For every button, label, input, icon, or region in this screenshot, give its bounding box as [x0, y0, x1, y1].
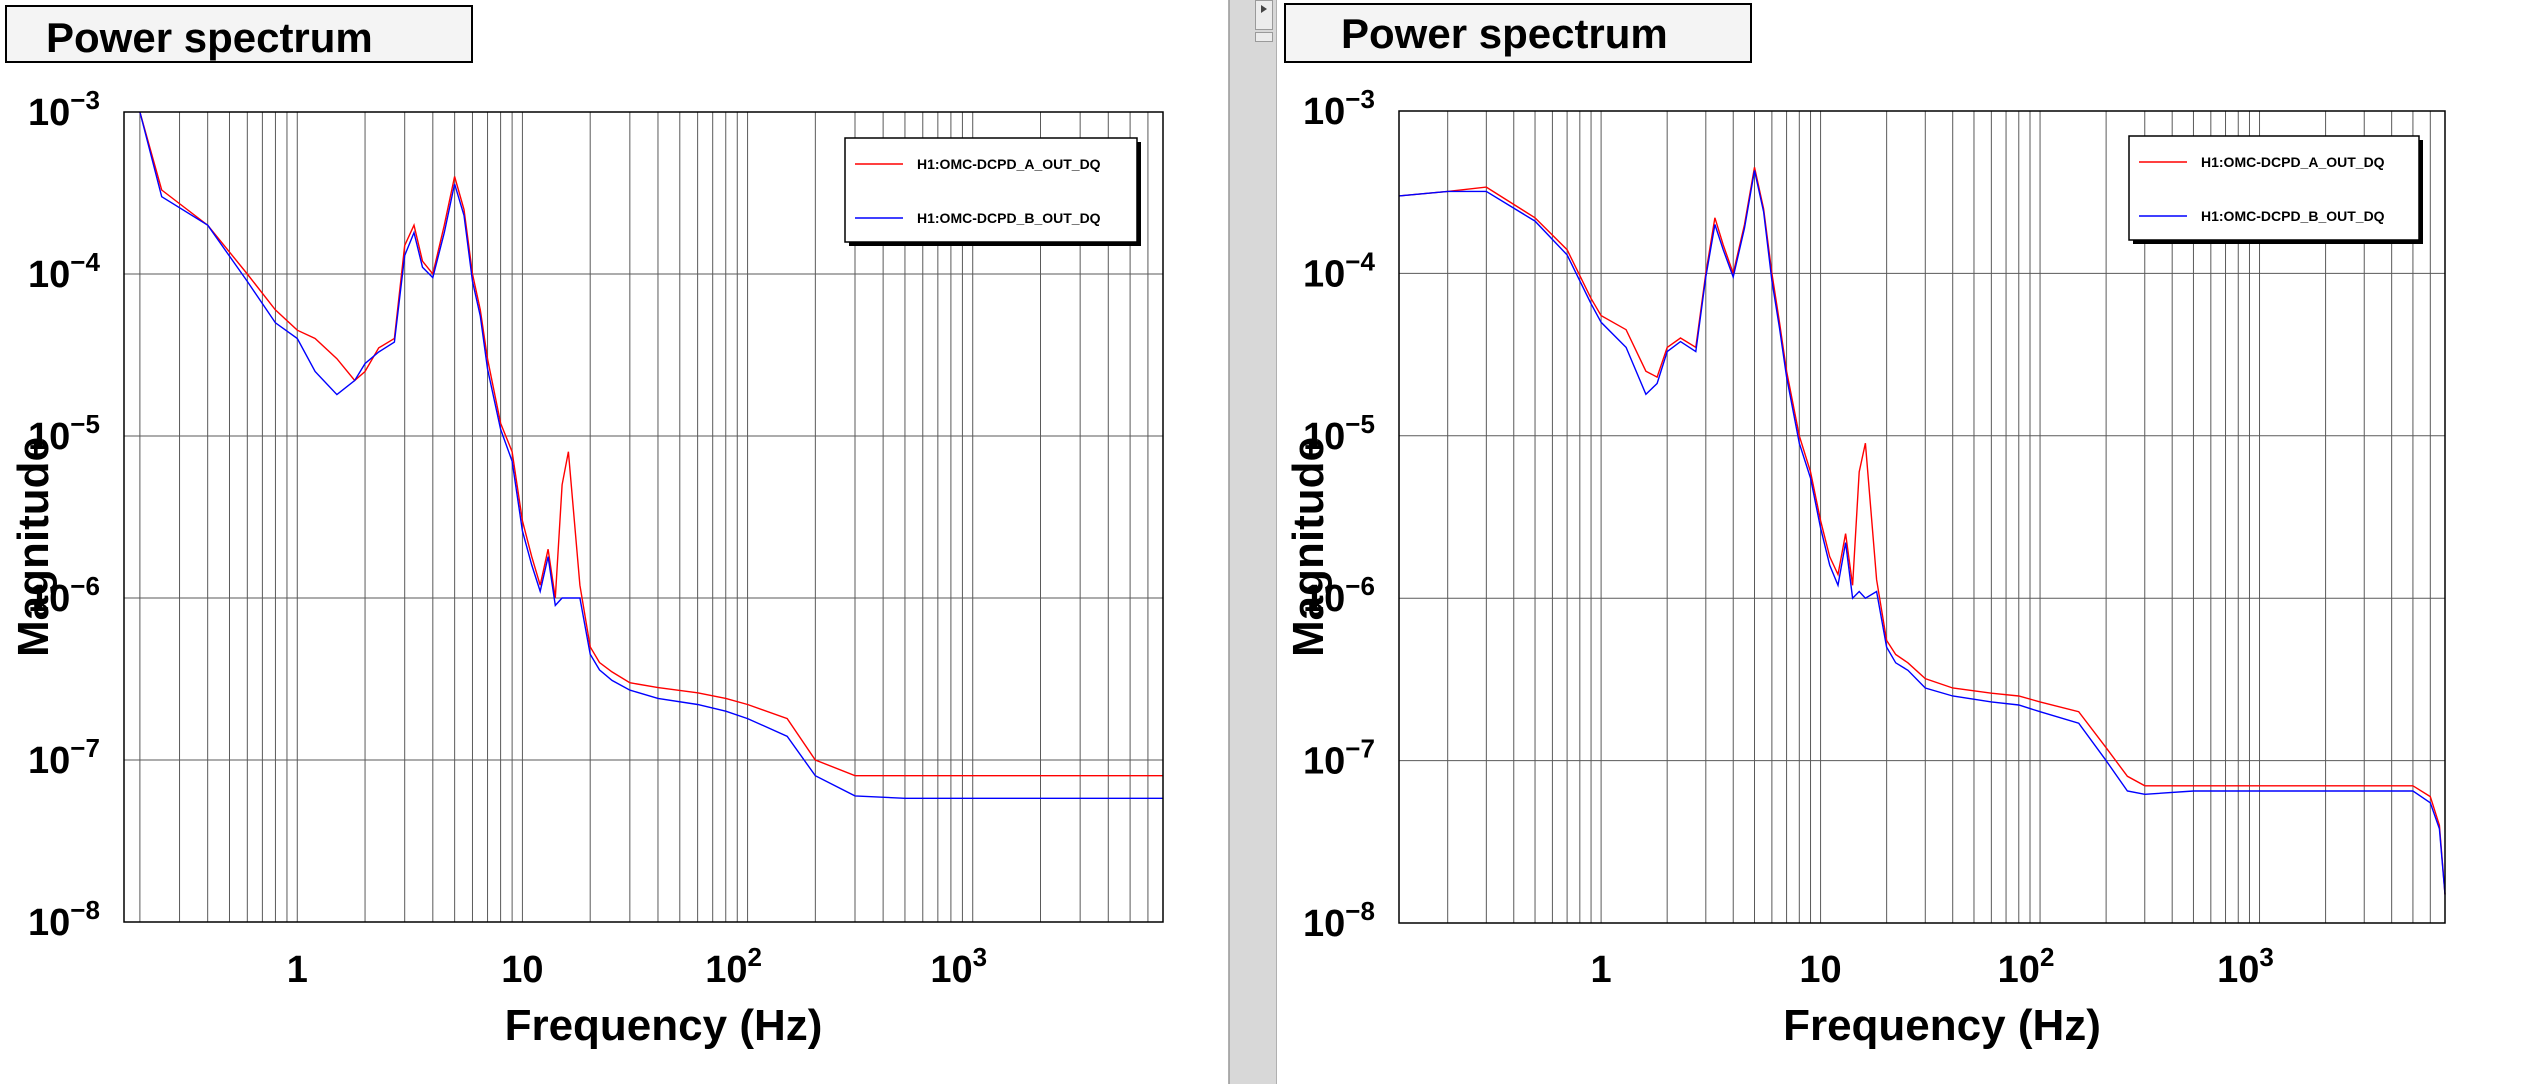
- y-axis-label: Magnitude: [9, 437, 58, 657]
- y-tick-label: 10−3: [1303, 84, 1375, 133]
- y-tick-exponent: −3: [70, 85, 100, 115]
- chart-title: Power spectrum: [46, 14, 373, 61]
- legend-box: [2128, 135, 2420, 241]
- splitter-grip-icon[interactable]: [1255, 32, 1273, 42]
- y-tick-base: 10: [28, 92, 70, 134]
- x-tick-base: 10: [1998, 949, 2040, 991]
- y-tick-base: 10: [1303, 253, 1345, 295]
- x-tick-exponent: 3: [973, 942, 987, 972]
- x-tick-label: 1: [1591, 949, 1612, 991]
- legend-label-b: H1:OMC-DCPD_B_OUT_DQ: [917, 210, 1101, 226]
- y-tick-exponent: −8: [1345, 896, 1375, 926]
- y-tick-exponent: −5: [70, 409, 100, 439]
- y-tick-base: 10: [28, 740, 70, 782]
- legend-box: [844, 137, 1138, 243]
- x-tick-label: 102: [1998, 942, 2055, 991]
- y-tick-label: 10−4: [1303, 246, 1375, 295]
- title-box: [1284, 3, 1752, 63]
- x-tick-exponent: 3: [2259, 942, 2273, 972]
- series-line-a: [139, 111, 1163, 777]
- y-tick-label: 10−6: [1303, 571, 1375, 620]
- y-tick-base: 10: [28, 416, 70, 458]
- y-tick-label: 10−8: [28, 895, 100, 944]
- y-tick-label: 10−7: [1303, 734, 1375, 783]
- y-tick-base: 10: [28, 902, 70, 944]
- y-tick-label: 10−7: [28, 733, 100, 782]
- legend-label-a: H1:OMC-DCPD_A_OUT_DQ: [2201, 154, 2385, 170]
- series-line-b: [139, 111, 1163, 799]
- x-tick-exponent: 2: [2040, 942, 2054, 972]
- y-tick-exponent: −6: [1345, 571, 1375, 601]
- y-tick-label: 10−3: [28, 85, 100, 134]
- y-tick-exponent: −3: [1345, 84, 1375, 114]
- y-tick-base: 10: [1303, 578, 1345, 620]
- canvas-right: Power spectrum 10−3 10−4 10−5 10−6 10−7 10−8 1 1…: [1276, 0, 2528, 1084]
- canvas-left: Power spectrum 10−3 10−4 10−5 10−6 10−7 10−8 1 1…: [0, 0, 1229, 1084]
- x-axis-label: Frequency (Hz): [1783, 1001, 2101, 1050]
- x-tick-label: 10: [501, 949, 543, 991]
- pane-splitter[interactable]: [1229, 0, 1277, 1084]
- y-tick-exponent: −5: [1345, 409, 1375, 439]
- series-line-a: [1398, 167, 2446, 895]
- plot-frame: [1398, 110, 2446, 924]
- series-line-b: [1398, 170, 2446, 895]
- y-tick-label: 10−6: [28, 571, 100, 620]
- y-tick-base: 10: [1303, 91, 1345, 133]
- y-tick-base: 10: [28, 254, 70, 296]
- chart-title: Power spectrum: [1341, 10, 1668, 57]
- y-tick-label: 10−5: [1303, 409, 1375, 458]
- y-tick-base: 10: [1303, 741, 1345, 783]
- y-tick-label: 10−5: [28, 409, 100, 458]
- legend-label-a: H1:OMC-DCPD_A_OUT_DQ: [917, 156, 1101, 172]
- plot-frame: [123, 111, 1164, 923]
- y-tick-exponent: −7: [70, 733, 100, 763]
- x-tick-label: 102: [705, 942, 762, 991]
- legend: H1:OMC-DCPD_A_OUT_DQ H1:OMC-DCPD_B_OUT_DQ: [844, 137, 1141, 246]
- x-tick-label: 103: [2217, 942, 2274, 991]
- y-tick-base: 10: [1303, 903, 1345, 945]
- y-tick-label: 10−4: [28, 247, 100, 296]
- x-tick-base: 10: [705, 949, 747, 991]
- y-tick-label: 10−8: [1303, 896, 1375, 945]
- y-tick-exponent: −4: [1345, 246, 1375, 276]
- y-tick-exponent: −7: [1345, 734, 1375, 764]
- y-tick-exponent: −4: [70, 247, 100, 277]
- legend: H1:OMC-DCPD_A_OUT_DQ H1:OMC-DCPD_B_OUT_DQ: [2128, 135, 2423, 244]
- x-axis-label: Frequency (Hz): [505, 1001, 823, 1050]
- y-tick-base: 10: [28, 578, 70, 620]
- x-tick-exponent: 2: [747, 942, 761, 972]
- x-tick-base: 10: [930, 949, 972, 991]
- x-tick-label: 10: [1799, 949, 1841, 991]
- x-tick-label: 103: [930, 942, 987, 991]
- y-axis-label: Magnitude: [1284, 437, 1333, 657]
- y-tick-exponent: −8: [70, 895, 100, 925]
- x-tick-base: 10: [2217, 949, 2259, 991]
- legend-label-b: H1:OMC-DCPD_B_OUT_DQ: [2201, 208, 2385, 224]
- y-tick-exponent: −6: [70, 571, 100, 601]
- x-tick-label: 1: [287, 949, 308, 991]
- splitter-arrow-icon[interactable]: [1255, 0, 1273, 30]
- y-tick-base: 10: [1303, 416, 1345, 458]
- title-box: [5, 5, 473, 63]
